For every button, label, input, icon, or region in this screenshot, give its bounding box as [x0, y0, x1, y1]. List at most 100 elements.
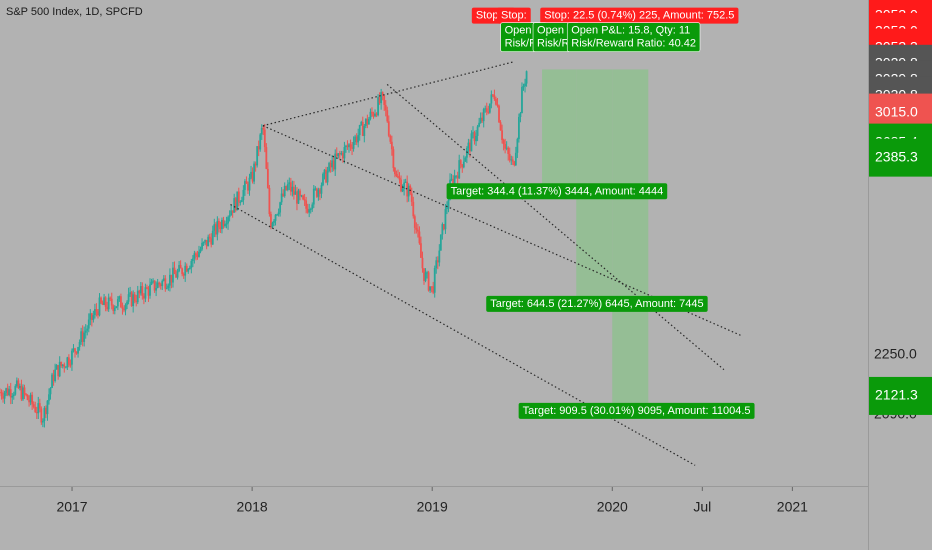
target-label-1-text: Target: 644.5 (21.27%) 6445, Amount: 744… — [490, 298, 703, 310]
candle-body — [23, 387, 26, 394]
candle-body — [374, 113, 376, 117]
candle-body — [31, 394, 34, 405]
candle-body — [38, 403, 41, 409]
candle-body — [100, 297, 102, 303]
candle-body — [323, 169, 326, 174]
candle-body — [473, 132, 476, 142]
candle-body — [511, 159, 514, 162]
candle-body — [61, 364, 64, 367]
candle-body — [54, 369, 57, 382]
candle-body — [493, 95, 496, 100]
candle-body — [18, 385, 21, 389]
stop-label-1-text: Stop: — [501, 10, 527, 22]
price-axis-separator — [868, 0, 869, 550]
candle-body — [507, 147, 510, 154]
candle-body — [510, 159, 513, 161]
candle-body — [415, 227, 418, 230]
candle-body — [368, 118, 370, 125]
candle-body — [71, 350, 73, 365]
candle-body — [485, 108, 488, 112]
candle-body — [231, 210, 234, 213]
candle-body — [444, 209, 447, 230]
candle-body — [338, 153, 341, 155]
candle-body — [41, 420, 44, 423]
candle-body — [84, 330, 87, 333]
candle-body — [3, 392, 6, 399]
candle-body — [502, 140, 505, 145]
candle-body — [78, 342, 81, 348]
candle-body — [222, 219, 225, 227]
candle-body — [387, 121, 390, 136]
candle-body — [17, 380, 20, 389]
candle-body — [325, 169, 327, 183]
candle-body — [95, 309, 98, 312]
candle-body — [499, 122, 502, 131]
candle-body — [285, 185, 288, 190]
candle-body — [208, 236, 211, 239]
candle-body — [482, 109, 485, 122]
candle-body — [250, 171, 252, 178]
candle-body — [156, 282, 159, 288]
x-tick-label: 2021 — [777, 499, 808, 515]
candle-body — [311, 204, 314, 210]
candle-body — [64, 367, 67, 369]
candle-body — [383, 95, 386, 105]
candle-body — [181, 268, 184, 275]
candle-body — [312, 188, 315, 205]
stop-label-1-box — [497, 7, 531, 24]
candle-body — [288, 182, 291, 185]
candle-body — [446, 207, 448, 210]
candle-body — [418, 231, 421, 244]
candle-body — [169, 274, 171, 286]
candle-body — [187, 268, 190, 272]
candle-body — [179, 265, 182, 269]
candle-body — [299, 190, 301, 196]
candle-body — [410, 193, 413, 202]
candle-body — [519, 113, 522, 117]
candle-body — [430, 286, 433, 288]
candle-body — [240, 200, 243, 202]
price-axis-label-box — [869, 376, 932, 415]
candle-body — [178, 265, 180, 272]
candle-body — [221, 219, 223, 230]
candle-body — [514, 152, 517, 166]
candle-body — [230, 210, 233, 216]
candle-body — [378, 97, 381, 104]
price-axis-label: 2385.3 — [875, 148, 918, 164]
candle-body — [52, 374, 55, 382]
candle-body — [432, 286, 435, 293]
candle-body — [303, 199, 306, 201]
candle-body — [488, 103, 491, 113]
target-label-2-box — [518, 402, 755, 419]
candle-body — [438, 250, 441, 263]
candle-body — [479, 117, 482, 123]
candle-body — [172, 267, 174, 283]
candle-body — [251, 171, 254, 182]
candle-body — [196, 255, 199, 257]
candle-body — [247, 183, 249, 191]
candle-body — [138, 290, 141, 294]
candle-body — [133, 294, 136, 302]
candle-body — [259, 134, 262, 150]
candle-body — [450, 178, 453, 180]
chart-title: S&P 500 Index, 1D, SPCFD — [6, 6, 143, 18]
candle-body — [57, 365, 60, 377]
candle-body — [11, 396, 14, 398]
candle-body — [193, 253, 196, 259]
target-label-0-text: Target: 344.4 (11.37%) 3444, Amount: 444… — [451, 185, 664, 197]
candle-body — [173, 267, 176, 275]
candle-body — [124, 304, 127, 311]
candle-body — [381, 92, 384, 96]
x-tick-label: 2018 — [237, 499, 268, 515]
candle-body — [294, 191, 297, 195]
x-tick-label: 2020 — [597, 499, 628, 515]
candle-body — [127, 294, 130, 302]
candle-body — [66, 357, 69, 368]
candle-body — [271, 222, 274, 228]
candle-body — [248, 177, 251, 191]
candle-body — [198, 251, 200, 257]
candle-body — [104, 297, 107, 307]
candle-body — [501, 130, 503, 141]
candle-body — [98, 297, 101, 316]
